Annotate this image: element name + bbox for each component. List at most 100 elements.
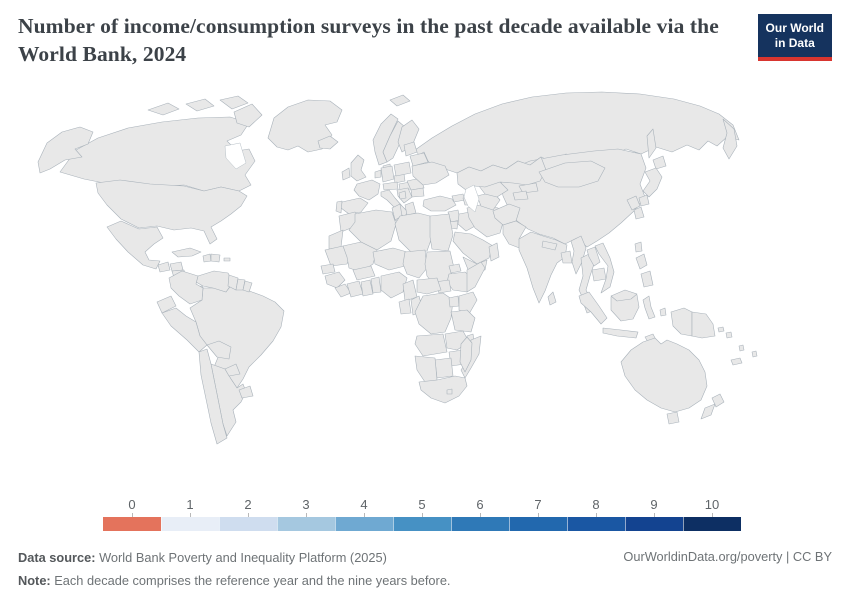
country-indonesia-sulawesi[interactable] <box>642 295 656 320</box>
country-russia-kamchatka[interactable] <box>722 118 738 160</box>
country-dominican-republic[interactable] <box>210 253 221 263</box>
legend-bin-9[interactable]: 9 <box>625 497 683 531</box>
country-taiwan[interactable] <box>634 241 643 253</box>
country-canada-baffin[interactable] <box>233 103 263 128</box>
country-cambodia[interactable] <box>591 267 607 282</box>
country-nepal[interactable] <box>541 240 558 251</box>
country-ivory-coast[interactable] <box>346 280 364 298</box>
country-greece[interactable] <box>404 201 417 216</box>
country-cuba[interactable] <box>171 247 202 258</box>
country-baltics[interactable] <box>403 141 418 157</box>
legend-bin-4[interactable]: 4 <box>335 497 393 531</box>
country-turkey[interactable] <box>422 195 457 212</box>
country-philippines-mindanao[interactable] <box>640 270 654 288</box>
country-japan-kyushu[interactable] <box>638 194 650 207</box>
country-new-caledonia[interactable] <box>730 357 743 366</box>
credit-link[interactable]: OurWorldinData.org/poverty | CC BY <box>623 549 832 564</box>
country-chile[interactable] <box>198 348 228 445</box>
country-svalbard[interactable] <box>389 94 411 107</box>
country-french-guiana[interactable] <box>242 280 253 293</box>
country-vanuatu[interactable] <box>738 344 745 352</box>
country-paraguay[interactable] <box>224 363 241 377</box>
country-venezuela[interactable] <box>195 270 234 293</box>
country-puerto-rico[interactable] <box>223 257 231 262</box>
legend-bin-10[interactable]: 10 <box>683 497 741 531</box>
country-uganda[interactable] <box>448 295 460 308</box>
country-uk[interactable] <box>350 154 367 182</box>
country-laos[interactable] <box>586 246 601 267</box>
country-sri-lanka[interactable] <box>547 291 557 306</box>
country-poland[interactable] <box>393 161 412 177</box>
legend-bin-7[interactable]: 7 <box>509 497 567 531</box>
country-angola[interactable] <box>414 333 448 357</box>
legend-bin-2[interactable]: 2 <box>219 497 277 531</box>
country-peru[interactable] <box>161 307 208 353</box>
country-germany[interactable] <box>380 165 395 183</box>
country-haiti[interactable] <box>202 253 212 263</box>
country-ghana[interactable] <box>360 279 374 297</box>
country-niger[interactable] <box>372 247 408 271</box>
country-japan-hokkaido[interactable] <box>652 155 667 170</box>
legend-bin-3[interactable]: 3 <box>277 497 335 531</box>
country-bolivia[interactable] <box>206 340 232 360</box>
country-canada-island[interactable] <box>219 95 249 110</box>
country-western-sahara[interactable] <box>328 229 344 250</box>
country-libya[interactable] <box>394 212 433 253</box>
country-ecuador[interactable] <box>156 295 177 314</box>
country-austria[interactable] <box>382 181 399 191</box>
country-oman[interactable] <box>488 242 500 262</box>
country-benelux[interactable] <box>374 169 382 179</box>
country-guinea[interactable] <box>324 271 346 289</box>
country-somalia[interactable] <box>466 261 486 293</box>
country-kenya[interactable] <box>458 291 478 315</box>
country-south-korea[interactable] <box>633 206 645 220</box>
country-guatemala[interactable] <box>157 261 171 273</box>
country-uruguay[interactable] <box>238 385 254 399</box>
country-mexico[interactable] <box>106 220 164 270</box>
country-philippines-luzon[interactable] <box>635 253 648 270</box>
country-vietnam[interactable] <box>594 242 615 294</box>
legend-bin-0[interactable]: 0 <box>103 497 161 531</box>
country-solomon-islands[interactable] <box>717 326 725 333</box>
country-belarus[interactable] <box>409 152 429 167</box>
country-australia-tasmania[interactable] <box>666 411 680 425</box>
country-canada-island[interactable] <box>147 102 180 116</box>
country-portugal[interactable] <box>335 200 343 214</box>
country-egypt[interactable] <box>429 213 454 252</box>
country-madagascar[interactable] <box>459 336 473 373</box>
country-ukraine[interactable] <box>411 161 450 186</box>
country-solomon-islands[interactable] <box>725 331 733 339</box>
country-namibia[interactable] <box>414 355 438 383</box>
country-indonesia-java[interactable] <box>602 327 639 339</box>
country-north-korea[interactable] <box>626 195 641 211</box>
country-iceland[interactable] <box>317 135 339 150</box>
country-bosnia[interactable] <box>398 190 407 200</box>
country-bulgaria[interactable] <box>410 187 425 198</box>
country-france[interactable] <box>353 179 381 201</box>
country-burkina-faso[interactable] <box>352 265 376 281</box>
country-central-african-republic[interactable] <box>416 277 442 295</box>
country-kyrgyzstan[interactable] <box>518 182 539 194</box>
country-drc[interactable] <box>414 292 454 335</box>
country-fiji[interactable] <box>751 350 758 358</box>
country-indonesia-papua[interactable] <box>670 307 693 337</box>
country-lesotho[interactable] <box>446 388 453 395</box>
legend-bin-8[interactable]: 8 <box>567 497 625 531</box>
legend-bin-1[interactable]: 1 <box>161 497 219 531</box>
country-canada-island[interactable] <box>185 98 215 112</box>
country-honduras[interactable] <box>169 261 184 272</box>
country-tajikistan[interactable] <box>512 190 529 201</box>
country-eritrea[interactable] <box>448 263 462 274</box>
country-papua-new-guinea[interactable] <box>691 311 716 339</box>
country-indonesia-maluku[interactable] <box>659 307 667 317</box>
country-bangladesh[interactable] <box>560 250 573 264</box>
owid-logo[interactable]: Our World in Data <box>757 14 832 61</box>
country-indonesia-sumatra[interactable] <box>578 291 608 325</box>
country-colombia[interactable] <box>168 270 204 305</box>
country-usa[interactable] <box>95 179 248 245</box>
country-tanzania[interactable] <box>450 309 476 333</box>
country-sweden[interactable] <box>382 120 406 163</box>
country-nigeria[interactable] <box>380 271 408 299</box>
country-malaysia-borneo[interactable] <box>610 289 638 302</box>
country-mongolia[interactable] <box>538 160 606 188</box>
